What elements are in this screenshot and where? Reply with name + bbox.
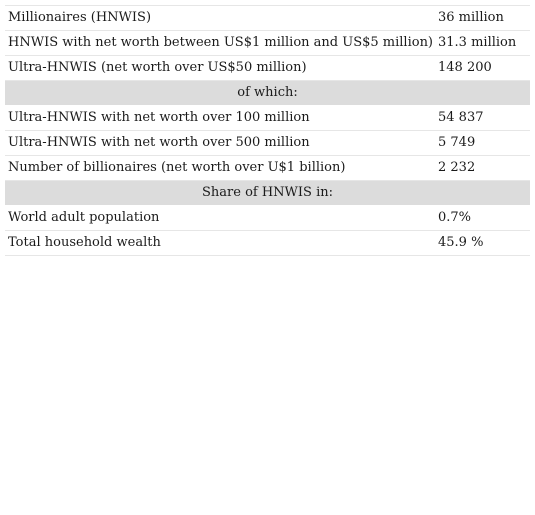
- wealth-statistics-table: Millionaires (HNWIS) 36 million HNWIS wi…: [5, 5, 530, 256]
- row-label: World adult population: [5, 205, 434, 231]
- row-value: 148 200: [434, 55, 530, 81]
- row-label: Millionaires (HNWIS): [5, 5, 434, 31]
- table-row: Ultra-HNWIS with net worth over 500 mill…: [5, 130, 530, 156]
- row-value: 5 749: [434, 130, 530, 156]
- row-label: Ultra-HNWIS (net worth over US$50 millio…: [5, 55, 434, 81]
- row-label: HNWIS with net worth between US$1 millio…: [5, 30, 434, 56]
- section-header-row: of which:: [5, 80, 530, 106]
- section-header-label: Share of HNWIS in:: [202, 185, 333, 200]
- section-header-label: of which:: [237, 85, 298, 100]
- table-row: World adult population 0.7%: [5, 205, 530, 231]
- table-row: HNWIS with net worth between US$1 millio…: [5, 30, 530, 56]
- section-header: of which:: [5, 80, 530, 106]
- table-row: Millionaires (HNWIS) 36 million: [5, 5, 530, 31]
- row-value: 45.9 %: [434, 230, 530, 256]
- row-label: Total household wealth: [5, 230, 434, 256]
- row-value: 0.7%: [434, 205, 530, 231]
- table-row: Total household wealth 45.9 %: [5, 230, 530, 256]
- row-label: Number of billionaires (net worth over U…: [5, 155, 434, 181]
- row-value: 54 837: [434, 105, 530, 131]
- table-row: Ultra-HNWIS (net worth over US$50 millio…: [5, 55, 530, 81]
- wealth-statistics-panel: Millionaires (HNWIS) 36 million HNWIS wi…: [5, 5, 530, 256]
- row-label: Ultra-HNWIS with net worth over 500 mill…: [5, 130, 434, 156]
- table-row: Number of billionaires (net worth over U…: [5, 155, 530, 181]
- row-value: 36 million: [434, 5, 530, 31]
- row-label: Ultra-HNWIS with net worth over 100 mill…: [5, 105, 434, 131]
- row-value: 2 232: [434, 155, 530, 181]
- row-value: 31.3 million: [434, 30, 530, 56]
- section-header-row: Share of HNWIS in:: [5, 180, 530, 206]
- table-row: Ultra-HNWIS with net worth over 100 mill…: [5, 105, 530, 131]
- section-header: Share of HNWIS in:: [5, 180, 530, 206]
